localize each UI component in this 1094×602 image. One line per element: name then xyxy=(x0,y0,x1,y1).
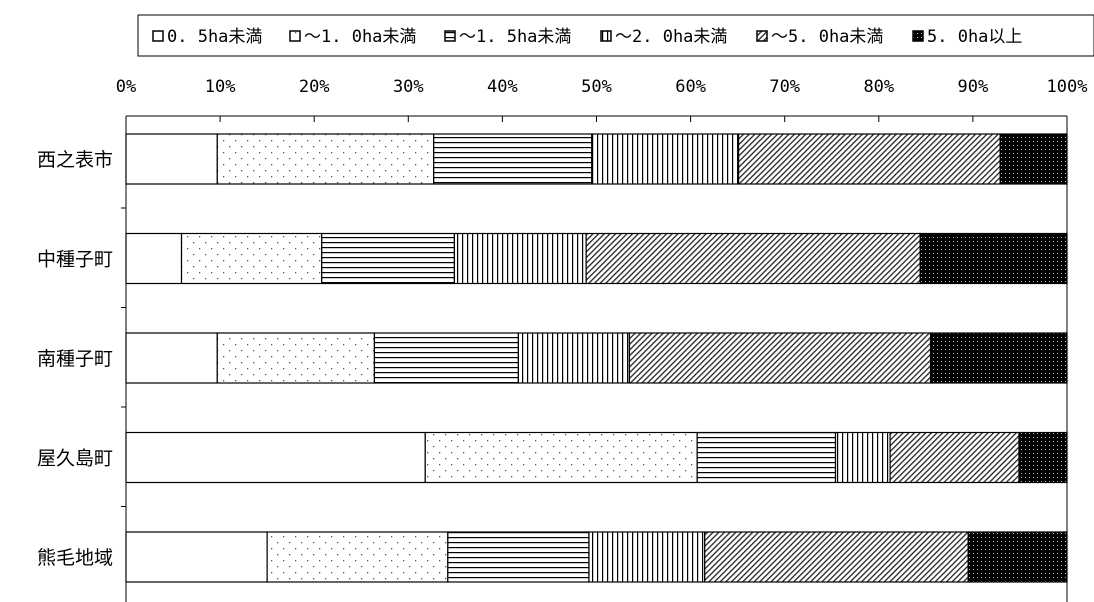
bar-segment xyxy=(266,531,449,583)
legend-label: ～1. 5ha未満 xyxy=(459,27,571,47)
category-label: 熊毛地域 xyxy=(37,547,113,569)
bar-segment xyxy=(929,332,1068,384)
bar-segment xyxy=(834,431,891,484)
x-tick-label: 0% xyxy=(116,77,136,97)
legend-item: ～2. 0ha未満 xyxy=(600,27,727,47)
bar-segment xyxy=(321,232,456,285)
x-tick-label: 90% xyxy=(958,77,989,97)
legend-swatch xyxy=(289,30,301,42)
category-label: 南種子町 xyxy=(37,348,113,370)
bar-segment xyxy=(424,431,698,484)
legend-items: 0. 5ha未満 ～1. 0ha未満 ～1. 5ha未満 ～2. 0ha未満 ～5. 0… xyxy=(152,27,1022,47)
legend-swatch xyxy=(600,30,612,42)
bar-segment xyxy=(967,531,1068,583)
legend: 0. 5ha未満 ～1. 0ha未満 ～1. 5ha未満 ～2. 0ha未満 ～5. 0… xyxy=(137,14,1094,57)
bar-segment xyxy=(704,531,969,583)
bar-segment xyxy=(1018,431,1068,484)
x-tick-label: 70% xyxy=(769,77,800,97)
bar-segment xyxy=(999,133,1068,185)
bar-segment xyxy=(585,232,921,285)
bar-segment xyxy=(517,332,631,384)
bar-segment xyxy=(125,232,183,285)
bar-segment xyxy=(125,431,426,484)
x-tick-label: 40% xyxy=(487,77,518,97)
x-tick-label: 30% xyxy=(393,77,424,97)
bar-segment xyxy=(216,133,435,185)
bar-segment xyxy=(889,431,1020,484)
legend-swatch xyxy=(444,30,456,42)
bar-segment xyxy=(180,232,323,285)
bar-segment xyxy=(919,232,1068,285)
x-tick-label: 80% xyxy=(863,77,894,97)
bar-segment xyxy=(373,332,519,384)
bar-group: 屋久島町 xyxy=(37,431,1068,484)
bar-segment xyxy=(433,133,593,185)
legend-swatch xyxy=(152,30,164,42)
bar-group: 西之表市 xyxy=(37,133,1068,185)
x-tick-label: 50% xyxy=(581,77,612,97)
legend-swatch xyxy=(912,30,924,42)
bar-segment xyxy=(591,133,740,185)
legend-label: ～1. 0ha未満 xyxy=(304,27,416,47)
category-label: 西之表市 xyxy=(37,149,113,171)
x-tick-label: 20% xyxy=(299,77,330,97)
bar-segment xyxy=(453,232,587,285)
x-axis: 0% 10% 20% 30% 40% 50% 60% 70% 80% 90% 100% xyxy=(116,77,1088,122)
bar-segment xyxy=(125,133,218,185)
legend-label: ～5. 0ha未満 xyxy=(771,27,883,47)
bar-segment xyxy=(737,133,1001,185)
bar-group: 熊毛地域 xyxy=(37,531,1068,583)
bar-segment xyxy=(125,531,268,583)
legend-swatch xyxy=(756,30,768,42)
bar-segment xyxy=(696,431,837,484)
bar-segment xyxy=(125,332,218,384)
legend-item: ～1. 5ha未満 xyxy=(444,27,571,47)
legend-item: 5. 0ha以上 xyxy=(912,27,1022,47)
bar-segment xyxy=(588,531,706,583)
x-tick-label: 100% xyxy=(1047,77,1088,97)
legend-item: ～5. 0ha未満 xyxy=(756,27,883,47)
x-tick-label: 60% xyxy=(675,77,706,97)
category-label: 中種子町 xyxy=(37,249,113,271)
x-tick-label: 10% xyxy=(205,77,236,97)
bar-segment xyxy=(447,531,590,583)
bar-group: 中種子町 xyxy=(37,232,1068,285)
legend-label: 5. 0ha以上 xyxy=(927,27,1022,47)
bar-group: 南種子町 xyxy=(37,332,1068,384)
legend-label: ～2. 0ha未満 xyxy=(615,27,727,47)
legend-label: 0. 5ha未満 xyxy=(167,27,262,47)
legend-item: ～1. 0ha未満 xyxy=(289,27,416,47)
bar-segment xyxy=(216,332,376,384)
category-label: 屋久島町 xyxy=(37,448,113,470)
bar-segment xyxy=(628,332,932,384)
legend-item: 0. 5ha未満 xyxy=(152,27,262,47)
